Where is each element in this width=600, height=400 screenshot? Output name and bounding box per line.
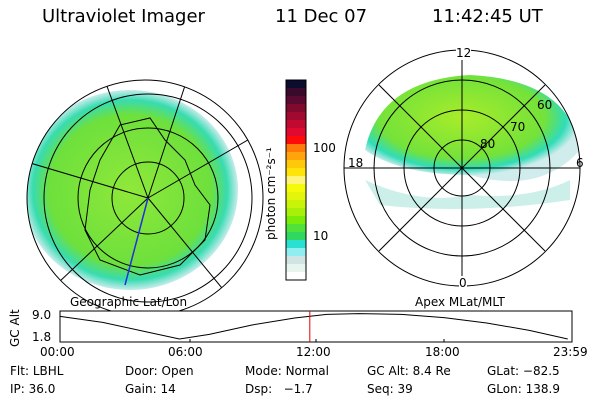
- colorbar-swatch: [286, 136, 306, 145]
- info-value: 36.0: [28, 382, 56, 396]
- info-label: GC Alt:: [367, 364, 409, 378]
- colorbar-swatch: [286, 176, 306, 185]
- info-item: Mode: Normal: [245, 364, 329, 378]
- info-item: Gain: 14: [125, 382, 176, 396]
- lat-label-60: 60: [537, 98, 553, 112]
- info-value: 8.4 Re: [412, 364, 451, 378]
- mlt-label-0: 0: [459, 276, 467, 290]
- info-item: GLat: −82.5: [487, 364, 560, 378]
- colorbar-swatch: [286, 120, 306, 129]
- colorbar-swatch: [286, 208, 306, 217]
- ytick-9: 9.0: [32, 308, 52, 322]
- altitude-plot: [59, 310, 573, 343]
- colorbar-swatch: [286, 272, 306, 281]
- mlt-label-18: 18: [348, 156, 364, 170]
- info-value: −1.7: [275, 382, 313, 396]
- colorbar-swatch: [286, 160, 306, 169]
- lat-label-80: 80: [480, 137, 496, 151]
- info-value: 39: [397, 382, 413, 396]
- colorbar-swatch: [286, 240, 306, 249]
- colorbar-swatch: [286, 232, 306, 241]
- altitude-ylabel: GC Alt: [8, 309, 22, 347]
- right-panel-caption: Apex MLat/MLT: [415, 295, 505, 309]
- info-value: LBHL: [32, 364, 64, 378]
- info-item: GC Alt: 8.4 Re: [367, 364, 451, 378]
- geographic-map: [27, 80, 263, 316]
- mlt-label-6: 6: [576, 156, 584, 170]
- info-label: Door:: [125, 364, 158, 378]
- colorbar-swatch: [286, 168, 306, 177]
- time-label: 11:42:45 UT: [432, 6, 543, 27]
- lat-label-70: 70: [510, 120, 526, 134]
- colorbar-swatch: [286, 128, 306, 137]
- info-label: Mode:: [245, 364, 282, 378]
- info-label: Seq:: [367, 382, 394, 396]
- info-value: Normal: [285, 364, 329, 378]
- colorbar-swatch: [286, 80, 306, 89]
- colorbar-swatch: [286, 192, 306, 201]
- left-panel-caption: Geographic Lat/Lon: [70, 295, 188, 309]
- colorbar-swatch: [286, 112, 306, 121]
- auroral-oval: [365, 75, 580, 182]
- colorbar-tick-100: 100: [313, 141, 336, 155]
- colorbar-swatch: [286, 104, 306, 113]
- info-label: IP:: [10, 382, 25, 396]
- info-value: Open: [161, 364, 194, 378]
- info-value: 14: [160, 382, 176, 396]
- info-item: Flt: LBHL: [10, 364, 63, 378]
- polar-plot: [343, 49, 581, 287]
- info-item: Seq: 39: [367, 382, 413, 396]
- colorbar-swatch: [286, 184, 306, 193]
- xtick-1800: 18:00: [425, 345, 460, 359]
- info-item: Dsp: −1.7: [245, 382, 313, 396]
- terminator-line: [124, 197, 149, 286]
- xtick-2359: 23:59: [553, 345, 588, 359]
- info-item: Door: Open: [125, 364, 194, 378]
- colorbar: [286, 80, 306, 281]
- info-item: GLon: 138.9: [487, 382, 560, 396]
- info-value: 138.9: [525, 382, 560, 396]
- instrument-title: Ultraviolet Imager: [42, 6, 205, 27]
- antarctica-coastline: [84, 117, 211, 276]
- colorbar-swatch: [286, 216, 306, 225]
- colorbar-swatch: [286, 264, 306, 273]
- colorbar-swatch: [286, 152, 306, 161]
- altitude-curve: [59, 313, 568, 340]
- mlt-label-12: 12: [456, 46, 472, 60]
- colorbar-tick-10: 10: [313, 229, 329, 243]
- date-label: 11 Dec 07: [275, 6, 368, 27]
- colorbar-swatch: [286, 200, 306, 209]
- info-label: GLon:: [487, 382, 522, 396]
- info-label: Flt:: [10, 364, 29, 378]
- colorbar-swatch: [286, 256, 306, 265]
- colorbar-label: photon cm⁻²s⁻¹: [264, 147, 278, 240]
- aurora-emission: [27, 90, 238, 290]
- ytick-1-8: 1.8: [32, 330, 52, 344]
- info-item: IP: 36.0: [10, 382, 55, 396]
- colorbar-swatch: [286, 88, 306, 97]
- colorbar-swatch: [286, 224, 306, 233]
- colorbar-swatch: [286, 248, 306, 257]
- info-label: Dsp:: [245, 382, 273, 396]
- colorbar-swatch: [286, 96, 306, 105]
- info-label: GLat:: [487, 364, 520, 378]
- xtick-0000: 00:00: [40, 345, 75, 359]
- colorbar-swatch: [286, 144, 306, 153]
- info-value: −82.5: [522, 364, 560, 378]
- xtick-0600: 06:00: [168, 345, 203, 359]
- info-label: Gain:: [125, 382, 157, 396]
- xtick-1200: 12:00: [296, 345, 331, 359]
